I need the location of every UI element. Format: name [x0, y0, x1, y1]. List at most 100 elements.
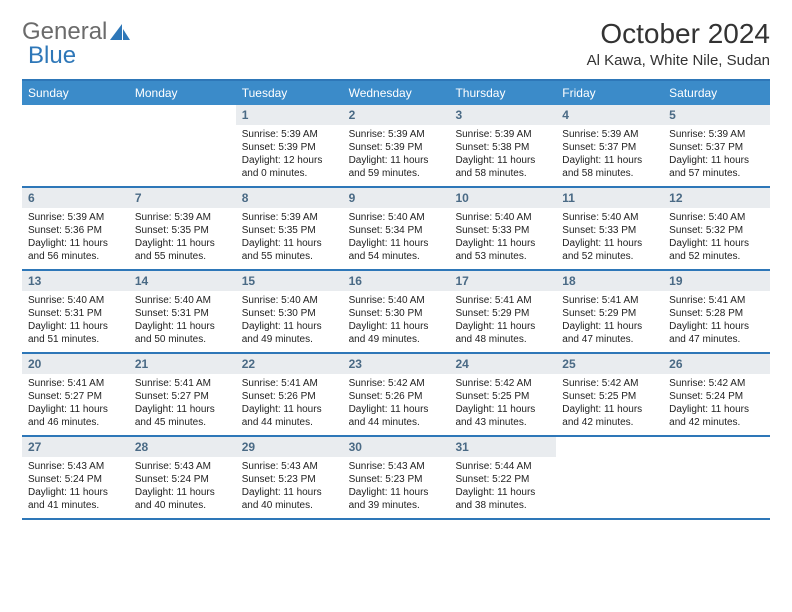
- daylight-text: Daylight: 12 hours and 0 minutes.: [242, 154, 337, 180]
- day-number: 27: [22, 437, 129, 457]
- sunrise-text: Sunrise: 5:41 AM: [562, 294, 657, 307]
- daylight-text: Daylight: 11 hours and 44 minutes.: [242, 403, 337, 429]
- daylight-text: Daylight: 11 hours and 46 minutes.: [28, 403, 123, 429]
- week-row: 20Sunrise: 5:41 AMSunset: 5:27 PMDayligh…: [22, 354, 770, 437]
- logo-text-2: Blue: [28, 42, 76, 70]
- sunset-text: Sunset: 5:35 PM: [242, 224, 337, 237]
- sunrise-text: Sunrise: 5:43 AM: [242, 460, 337, 473]
- day-number: 29: [236, 437, 343, 457]
- sunrise-text: Sunrise: 5:42 AM: [562, 377, 657, 390]
- day-cell: 7Sunrise: 5:39 AMSunset: 5:35 PMDaylight…: [129, 188, 236, 269]
- day-number: 25: [556, 354, 663, 374]
- day-number: 24: [449, 354, 556, 374]
- day-number: 31: [449, 437, 556, 457]
- sunset-text: Sunset: 5:25 PM: [562, 390, 657, 403]
- daylight-text: Daylight: 11 hours and 44 minutes.: [349, 403, 444, 429]
- sunset-text: Sunset: 5:31 PM: [135, 307, 230, 320]
- sunrise-text: Sunrise: 5:44 AM: [455, 460, 550, 473]
- sunset-text: Sunset: 5:24 PM: [135, 473, 230, 486]
- daylight-text: Daylight: 11 hours and 42 minutes.: [562, 403, 657, 429]
- day-detail: Sunrise: 5:43 AMSunset: 5:23 PMDaylight:…: [236, 457, 343, 518]
- daylight-text: Daylight: 11 hours and 47 minutes.: [562, 320, 657, 346]
- day-number: 18: [556, 271, 663, 291]
- daylight-text: Daylight: 11 hours and 45 minutes.: [135, 403, 230, 429]
- sunset-text: Sunset: 5:39 PM: [349, 141, 444, 154]
- sunset-text: Sunset: 5:38 PM: [455, 141, 550, 154]
- week-row: 6Sunrise: 5:39 AMSunset: 5:36 PMDaylight…: [22, 188, 770, 271]
- day-detail: Sunrise: 5:40 AMSunset: 5:31 PMDaylight:…: [22, 291, 129, 352]
- sunset-text: Sunset: 5:32 PM: [669, 224, 764, 237]
- sunset-text: Sunset: 5:37 PM: [669, 141, 764, 154]
- day-detail: Sunrise: 5:39 AMSunset: 5:36 PMDaylight:…: [22, 208, 129, 269]
- sunset-text: Sunset: 5:36 PM: [28, 224, 123, 237]
- day-number: 12: [663, 188, 770, 208]
- day-cell: [129, 105, 236, 186]
- sunset-text: Sunset: 5:26 PM: [242, 390, 337, 403]
- day-cell: 29Sunrise: 5:43 AMSunset: 5:23 PMDayligh…: [236, 437, 343, 518]
- day-header: Thursday: [449, 81, 556, 105]
- sunrise-text: Sunrise: 5:39 AM: [455, 128, 550, 141]
- daylight-text: Daylight: 11 hours and 50 minutes.: [135, 320, 230, 346]
- day-cell: 18Sunrise: 5:41 AMSunset: 5:29 PMDayligh…: [556, 271, 663, 352]
- day-detail: Sunrise: 5:42 AMSunset: 5:24 PMDaylight:…: [663, 374, 770, 435]
- sunrise-text: Sunrise: 5:39 AM: [135, 211, 230, 224]
- day-number: 26: [663, 354, 770, 374]
- sunrise-text: Sunrise: 5:39 AM: [562, 128, 657, 141]
- sunrise-text: Sunrise: 5:43 AM: [28, 460, 123, 473]
- daylight-text: Daylight: 11 hours and 49 minutes.: [242, 320, 337, 346]
- day-cell: 3Sunrise: 5:39 AMSunset: 5:38 PMDaylight…: [449, 105, 556, 186]
- day-cell: 12Sunrise: 5:40 AMSunset: 5:32 PMDayligh…: [663, 188, 770, 269]
- sunrise-text: Sunrise: 5:40 AM: [455, 211, 550, 224]
- day-detail: Sunrise: 5:39 AMSunset: 5:38 PMDaylight:…: [449, 125, 556, 186]
- day-header: Sunday: [22, 81, 129, 105]
- day-detail: Sunrise: 5:41 AMSunset: 5:29 PMDaylight:…: [449, 291, 556, 352]
- week-row: 13Sunrise: 5:40 AMSunset: 5:31 PMDayligh…: [22, 271, 770, 354]
- daylight-text: Daylight: 11 hours and 47 minutes.: [669, 320, 764, 346]
- day-detail: Sunrise: 5:43 AMSunset: 5:23 PMDaylight:…: [343, 457, 450, 518]
- day-number: 6: [22, 188, 129, 208]
- sunset-text: Sunset: 5:29 PM: [562, 307, 657, 320]
- day-detail: Sunrise: 5:44 AMSunset: 5:22 PMDaylight:…: [449, 457, 556, 518]
- sunset-text: Sunset: 5:37 PM: [562, 141, 657, 154]
- calendar: SundayMondayTuesdayWednesdayThursdayFrid…: [22, 79, 770, 520]
- day-number: 14: [129, 271, 236, 291]
- daylight-text: Daylight: 11 hours and 39 minutes.: [349, 486, 444, 512]
- daylight-text: Daylight: 11 hours and 58 minutes.: [455, 154, 550, 180]
- weeks-container: 1Sunrise: 5:39 AMSunset: 5:39 PMDaylight…: [22, 105, 770, 520]
- day-detail: Sunrise: 5:40 AMSunset: 5:33 PMDaylight:…: [556, 208, 663, 269]
- week-row: 27Sunrise: 5:43 AMSunset: 5:24 PMDayligh…: [22, 437, 770, 520]
- day-detail: Sunrise: 5:42 AMSunset: 5:25 PMDaylight:…: [556, 374, 663, 435]
- day-detail: Sunrise: 5:41 AMSunset: 5:29 PMDaylight:…: [556, 291, 663, 352]
- day-number: 7: [129, 188, 236, 208]
- day-cell: 28Sunrise: 5:43 AMSunset: 5:24 PMDayligh…: [129, 437, 236, 518]
- sunrise-text: Sunrise: 5:42 AM: [455, 377, 550, 390]
- day-cell: 5Sunrise: 5:39 AMSunset: 5:37 PMDaylight…: [663, 105, 770, 186]
- sunrise-text: Sunrise: 5:39 AM: [242, 211, 337, 224]
- daylight-text: Daylight: 11 hours and 54 minutes.: [349, 237, 444, 263]
- sunset-text: Sunset: 5:23 PM: [349, 473, 444, 486]
- sunrise-text: Sunrise: 5:40 AM: [28, 294, 123, 307]
- day-detail: Sunrise: 5:39 AMSunset: 5:39 PMDaylight:…: [236, 125, 343, 186]
- sunrise-text: Sunrise: 5:40 AM: [135, 294, 230, 307]
- sunrise-text: Sunrise: 5:41 AM: [242, 377, 337, 390]
- location-text: Al Kawa, White Nile, Sudan: [587, 52, 770, 69]
- sunrise-text: Sunrise: 5:39 AM: [349, 128, 444, 141]
- day-cell: 20Sunrise: 5:41 AMSunset: 5:27 PMDayligh…: [22, 354, 129, 435]
- daylight-text: Daylight: 11 hours and 56 minutes.: [28, 237, 123, 263]
- sunset-text: Sunset: 5:39 PM: [242, 141, 337, 154]
- sunrise-text: Sunrise: 5:40 AM: [349, 211, 444, 224]
- day-cell: 11Sunrise: 5:40 AMSunset: 5:33 PMDayligh…: [556, 188, 663, 269]
- day-cell: 10Sunrise: 5:40 AMSunset: 5:33 PMDayligh…: [449, 188, 556, 269]
- day-cell: 6Sunrise: 5:39 AMSunset: 5:36 PMDaylight…: [22, 188, 129, 269]
- sunrise-text: Sunrise: 5:41 AM: [135, 377, 230, 390]
- daylight-text: Daylight: 11 hours and 55 minutes.: [242, 237, 337, 263]
- day-detail: Sunrise: 5:40 AMSunset: 5:31 PMDaylight:…: [129, 291, 236, 352]
- day-cell: 9Sunrise: 5:40 AMSunset: 5:34 PMDaylight…: [343, 188, 450, 269]
- day-detail: Sunrise: 5:39 AMSunset: 5:37 PMDaylight:…: [556, 125, 663, 186]
- sunset-text: Sunset: 5:30 PM: [349, 307, 444, 320]
- daylight-text: Daylight: 11 hours and 40 minutes.: [135, 486, 230, 512]
- day-header: Saturday: [663, 81, 770, 105]
- day-header: Wednesday: [343, 81, 450, 105]
- day-number: 23: [343, 354, 450, 374]
- day-cell: 31Sunrise: 5:44 AMSunset: 5:22 PMDayligh…: [449, 437, 556, 518]
